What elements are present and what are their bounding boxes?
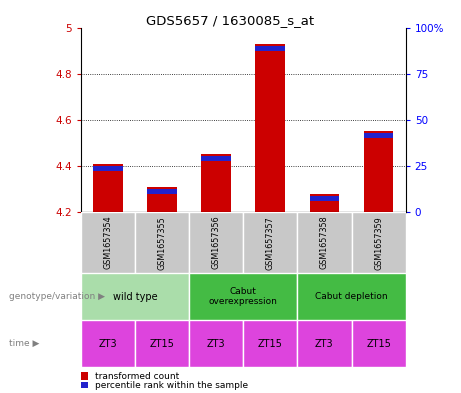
Bar [297, 273, 406, 320]
Text: GDS5657 / 1630085_s_at: GDS5657 / 1630085_s_at [147, 14, 314, 27]
Bar [243, 212, 297, 273]
Bar [147, 187, 177, 212]
Bar [201, 156, 231, 162]
Text: transformed count: transformed count [95, 372, 179, 380]
Bar [81, 212, 135, 273]
Text: GSM1657358: GSM1657358 [320, 216, 329, 270]
Bar [147, 189, 177, 194]
Bar [93, 165, 123, 171]
Bar [189, 273, 297, 320]
Bar [364, 133, 394, 138]
Bar [364, 131, 394, 212]
Bar [243, 320, 297, 367]
Bar [255, 44, 285, 212]
Bar [309, 196, 339, 201]
Text: Cabut depletion: Cabut depletion [315, 292, 388, 301]
Bar [135, 320, 189, 367]
Text: wild type: wild type [112, 292, 157, 302]
Text: ZT15: ZT15 [149, 339, 174, 349]
Bar [309, 194, 339, 212]
Text: ZT3: ZT3 [99, 339, 117, 349]
Bar [93, 164, 123, 212]
Text: ZT3: ZT3 [207, 339, 225, 349]
Bar [297, 212, 352, 273]
Text: ZT15: ZT15 [258, 339, 283, 349]
Text: percentile rank within the sample: percentile rank within the sample [95, 381, 248, 390]
Bar [352, 320, 406, 367]
Text: GSM1657354: GSM1657354 [103, 216, 112, 270]
Text: genotype/variation ▶: genotype/variation ▶ [9, 292, 105, 301]
Bar [297, 320, 352, 367]
Bar [201, 154, 231, 212]
Bar [352, 212, 406, 273]
Text: GSM1657355: GSM1657355 [157, 216, 166, 270]
Bar [189, 212, 243, 273]
Bar [135, 212, 189, 273]
Text: ZT15: ZT15 [366, 339, 391, 349]
Text: GSM1657356: GSM1657356 [212, 216, 221, 270]
Text: GSM1657359: GSM1657359 [374, 216, 383, 270]
Bar [81, 320, 135, 367]
Text: GSM1657357: GSM1657357 [266, 216, 275, 270]
Bar [189, 320, 243, 367]
Text: ZT3: ZT3 [315, 339, 334, 349]
Text: time ▶: time ▶ [9, 340, 40, 348]
Bar [255, 46, 285, 51]
Bar [81, 273, 189, 320]
Text: Cabut
overexpression: Cabut overexpression [209, 287, 278, 307]
